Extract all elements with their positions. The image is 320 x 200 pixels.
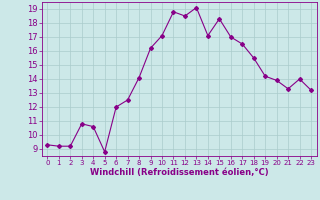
X-axis label: Windchill (Refroidissement éolien,°C): Windchill (Refroidissement éolien,°C)	[90, 168, 268, 177]
